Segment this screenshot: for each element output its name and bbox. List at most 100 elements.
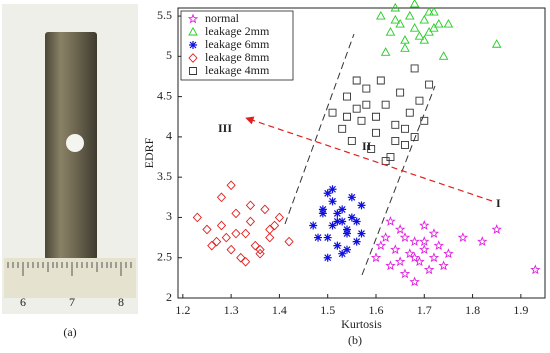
scatter-point	[386, 153, 395, 161]
legend-marker	[187, 13, 199, 24]
scatter-point	[323, 189, 332, 198]
scatter-point	[394, 224, 406, 234]
legend-label: leakage 6mm	[205, 37, 270, 51]
scatter-point	[404, 248, 415, 259]
scatter-point	[438, 260, 449, 271]
scatter-point	[221, 232, 231, 243]
scatter-point	[401, 140, 409, 149]
scatter-point	[352, 76, 361, 85]
scatter-point	[338, 205, 347, 214]
ruler	[4, 258, 136, 298]
scatter-point	[443, 248, 454, 259]
region-boundaries	[284, 33, 436, 276]
scatter-point	[414, 31, 425, 40]
scatter-point	[226, 180, 236, 191]
scatter-point	[457, 232, 469, 242]
scatter-point	[338, 217, 347, 226]
scatter-point	[372, 112, 380, 121]
scatter-point	[318, 205, 327, 214]
ruler-label: 6	[20, 295, 26, 309]
scatter-point	[385, 260, 396, 271]
legend-box	[180, 10, 294, 81]
scatter-point	[400, 35, 410, 44]
x-tick-label: 1.2	[175, 303, 190, 317]
scatter-point	[192, 212, 202, 223]
scatter-point	[338, 249, 347, 258]
scatter-point	[352, 217, 361, 226]
scatter-point	[343, 229, 352, 238]
scatter-point	[269, 220, 280, 231]
scatter-point	[419, 244, 430, 255]
scatter-point	[380, 47, 391, 56]
scatter-point	[367, 145, 376, 153]
scatter-point	[409, 236, 420, 247]
y-tick-label: 5.5	[157, 8, 172, 22]
scatter-point	[381, 100, 390, 109]
scatter-point	[343, 92, 351, 101]
ruler-label: 7	[69, 295, 75, 309]
boundary-line	[361, 85, 436, 276]
scatter-point	[391, 136, 400, 145]
scatter-point	[415, 96, 424, 105]
scatter-point	[477, 236, 488, 247]
legend-marker	[189, 67, 197, 75]
scatter-point	[343, 225, 352, 234]
scatter-chart: 1.2 1.3 1.4 1.5 1.6 1.7 1.8 1.9 2 2.5 3 3.5 4 4.5 5 5.5…	[142, 0, 546, 331]
scatter-point	[424, 6, 434, 16]
x-tick-label: 1.5	[320, 303, 335, 317]
scatter-point	[443, 18, 454, 28]
region-label: I	[496, 196, 501, 210]
scatter-point	[250, 240, 260, 251]
legend-label: leakage 8mm	[205, 50, 270, 64]
scatter-point	[318, 209, 327, 218]
scatter-point	[433, 18, 444, 28]
scatter-point	[328, 221, 337, 230]
scatter-point	[385, 27, 396, 36]
scatter-point	[409, 23, 420, 32]
scatter-point	[216, 220, 227, 231]
scatter-point	[309, 221, 318, 230]
trend-arrow	[245, 116, 493, 202]
legend-label: leakage 2mm	[205, 24, 270, 38]
scatter-point	[212, 236, 222, 247]
ruler-label: 8	[118, 295, 124, 309]
y-tick-label: 3	[166, 209, 172, 223]
x-tick-label: 1.6	[368, 303, 383, 317]
plot-frame	[177, 7, 546, 299]
x-tick-label: 1.7	[417, 303, 432, 317]
y-tick-label: 2	[166, 290, 172, 304]
scatter-point	[391, 120, 400, 129]
scatter-point	[438, 51, 449, 60]
scatter-point	[284, 236, 294, 247]
scatter-point	[375, 240, 386, 251]
scatter-point	[343, 112, 351, 121]
scatter-point	[390, 14, 401, 24]
scatter-point	[399, 268, 411, 279]
scatter-point	[428, 252, 440, 263]
legend-marker	[188, 53, 198, 63]
x-tick-label: 1.4	[272, 303, 287, 317]
scatter-point	[419, 236, 430, 247]
scatter-point	[236, 252, 246, 263]
scatter-point	[399, 232, 411, 242]
scatter-point	[231, 228, 241, 239]
legend-label: normal	[205, 11, 240, 25]
boundary-line	[284, 33, 355, 225]
scatter-point	[400, 43, 410, 52]
scatter-point	[352, 237, 361, 246]
scatter-point	[207, 240, 217, 251]
scatter-point	[385, 216, 396, 226]
scatter-point	[357, 229, 366, 238]
scatter-point	[433, 240, 444, 251]
scatter-point	[231, 208, 241, 219]
scatter-point	[362, 84, 371, 93]
scatter-point	[380, 232, 391, 242]
region-label: II	[362, 139, 372, 153]
scatter-point	[491, 224, 502, 234]
scatter-point	[265, 224, 275, 235]
scatter-point	[333, 217, 342, 226]
scatter-point	[347, 136, 356, 145]
scatter-point	[429, 6, 439, 16]
panel-label: (b)	[348, 333, 362, 347]
